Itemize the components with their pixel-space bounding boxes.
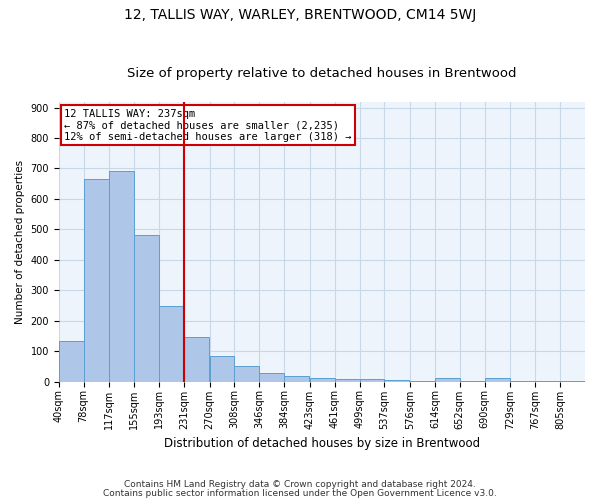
Text: Contains public sector information licensed under the Open Government Licence v3: Contains public sector information licen…	[103, 489, 497, 498]
Bar	[335, 378, 359, 382]
Bar	[410, 380, 435, 382]
Bar	[485, 378, 509, 382]
Text: 12 TALLIS WAY: 237sqm
← 87% of detached houses are smaller (2,235)
12% of semi-d: 12 TALLIS WAY: 237sqm ← 87% of detached …	[64, 108, 352, 142]
Bar	[284, 376, 309, 382]
Bar	[310, 378, 335, 382]
Bar	[235, 366, 259, 382]
Y-axis label: Number of detached properties: Number of detached properties	[15, 160, 25, 324]
Bar	[259, 374, 284, 382]
Bar	[83, 179, 109, 382]
Text: Contains HM Land Registry data © Crown copyright and database right 2024.: Contains HM Land Registry data © Crown c…	[124, 480, 476, 489]
Bar	[435, 378, 460, 382]
Bar	[385, 380, 409, 382]
Bar	[159, 306, 184, 382]
X-axis label: Distribution of detached houses by size in Brentwood: Distribution of detached houses by size …	[164, 437, 480, 450]
Bar	[460, 381, 485, 382]
Bar	[134, 234, 159, 382]
Bar	[59, 340, 83, 382]
Bar	[184, 336, 209, 382]
Bar	[209, 356, 235, 382]
Bar	[359, 379, 385, 382]
Text: 12, TALLIS WAY, WARLEY, BRENTWOOD, CM14 5WJ: 12, TALLIS WAY, WARLEY, BRENTWOOD, CM14 …	[124, 8, 476, 22]
Bar	[109, 170, 134, 382]
Title: Size of property relative to detached houses in Brentwood: Size of property relative to detached ho…	[127, 66, 517, 80]
